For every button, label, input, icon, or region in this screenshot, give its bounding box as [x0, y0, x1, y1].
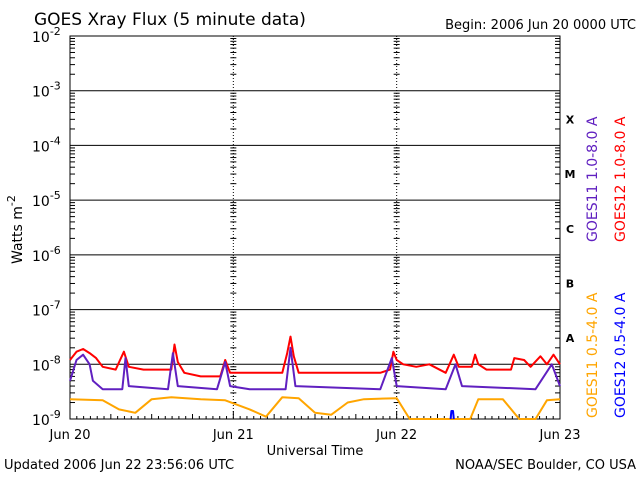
- flare-class-label: C: [566, 223, 574, 236]
- series-line-0: [69, 335, 561, 378]
- y-tick-label: 10-3: [32, 80, 61, 101]
- y-tick-label: 10-6: [32, 244, 61, 265]
- plot-frame: [69, 35, 561, 420]
- series-line-1: [69, 346, 561, 391]
- x-tick-label: Jun 23: [539, 428, 581, 443]
- legend-entry: GOES11 0.5-4.0 A: [585, 292, 601, 418]
- y-tick-label: 10-9: [32, 408, 61, 429]
- x-tick-label: Jun 22: [375, 428, 417, 443]
- y-axis-label: Watts m-2: [5, 195, 26, 264]
- legend-entry: GOES12 1.0-8.0 A: [613, 116, 629, 242]
- legend-entry: GOES11 1.0-8.0 A: [585, 116, 601, 242]
- flare-class-label: B: [566, 277, 574, 290]
- data-source: NOAA/SEC Boulder, CO USA: [455, 458, 636, 473]
- y-tick-label: 10-7: [32, 299, 61, 320]
- x-tick-label: Jun 21: [212, 428, 254, 443]
- flare-class-label: M: [565, 168, 576, 181]
- flare-class-label: X: [566, 113, 575, 126]
- y-tick-label: 10-5: [32, 189, 61, 210]
- chart-title: GOES Xray Flux (5 minute data): [34, 10, 306, 30]
- updated-timestamp: Updated 2006 Jun 22 23:56:06 UTC: [4, 458, 235, 473]
- y-tick-label: 10-4: [32, 134, 61, 155]
- series-line-3: [449, 410, 455, 420]
- x-axis-label: Universal Time: [267, 444, 364, 459]
- y-tick-label: 10-2: [32, 25, 61, 46]
- legend-entry: GOES12 0.5-4.0 A: [613, 292, 629, 418]
- begin-label: Begin: 2006 Jun 20 0000 UTC: [445, 18, 636, 33]
- x-tick-label: Jun 20: [49, 428, 91, 443]
- y-tick-label: 10-8: [32, 353, 61, 374]
- series-line-2: [69, 396, 561, 420]
- flare-class-label: A: [566, 332, 575, 345]
